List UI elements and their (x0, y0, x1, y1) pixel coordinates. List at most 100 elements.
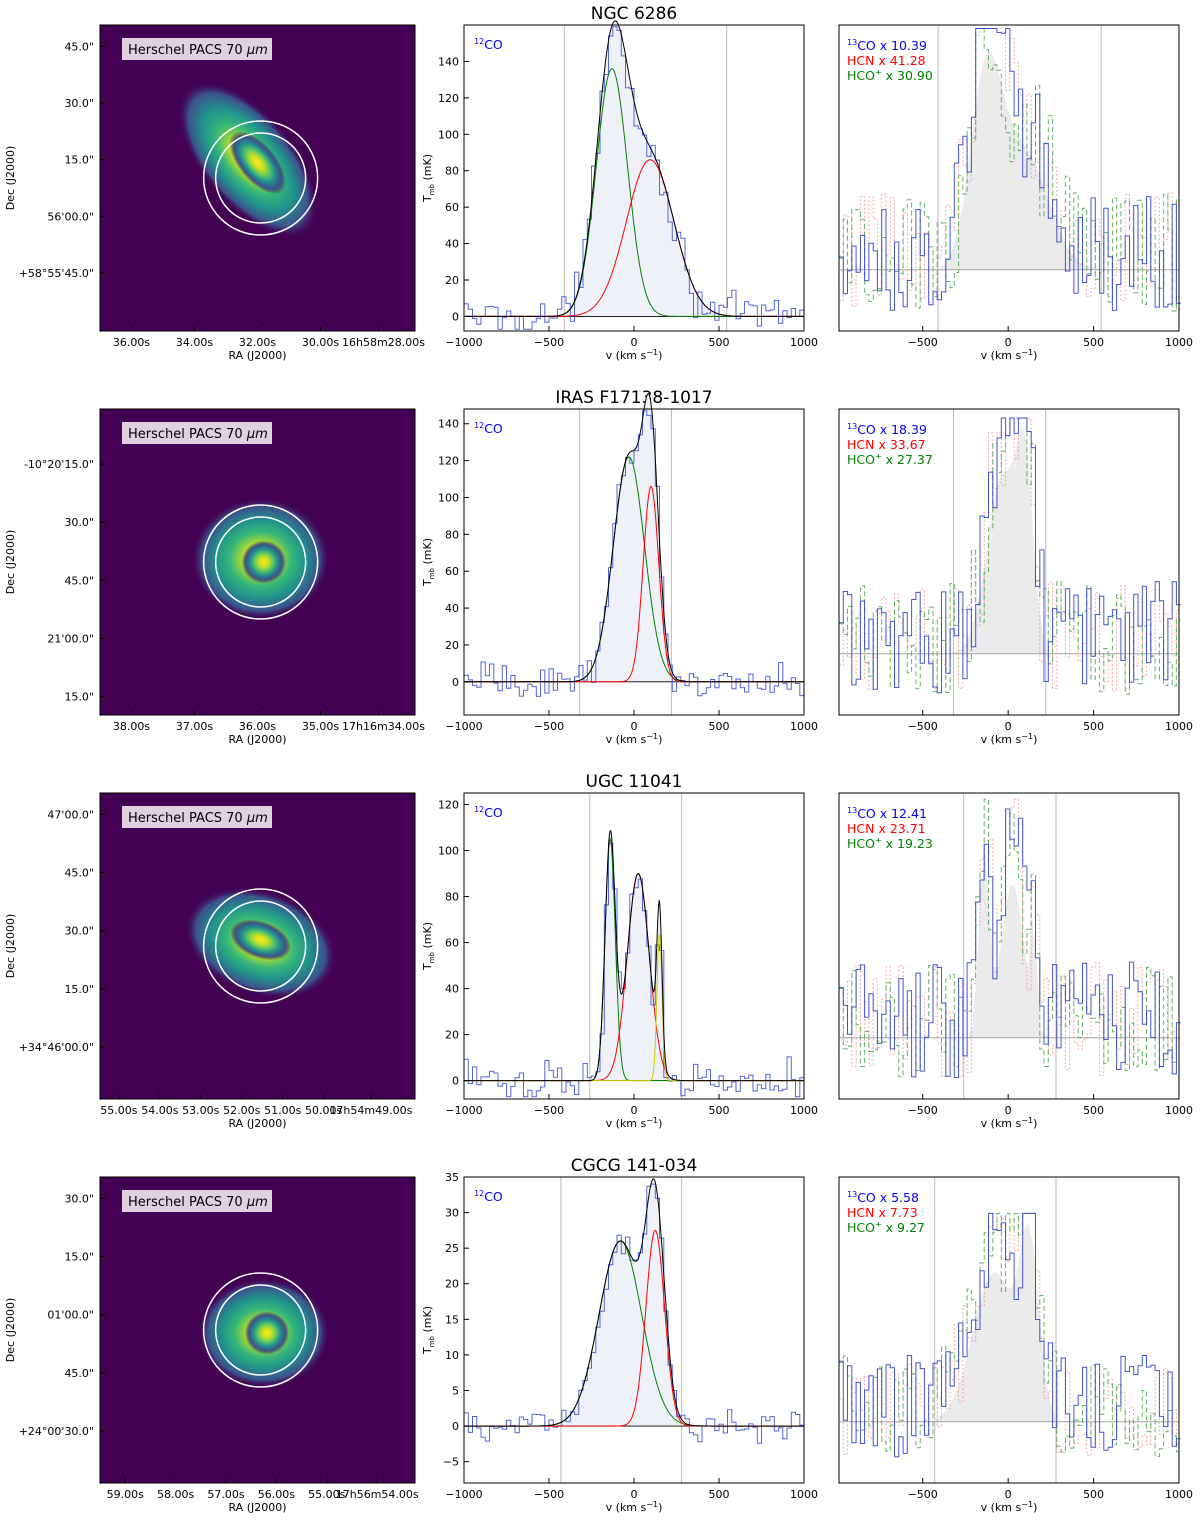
line-fill (579, 393, 672, 682)
y-tick-label: 40 (445, 602, 459, 615)
x-tick-label: −500 (534, 720, 564, 733)
ra-tick-label: 36.00s (113, 336, 150, 349)
ra-tick-label: 16h58m28.00s (342, 336, 425, 349)
dec-axis-label: Dec (J2000) (4, 914, 17, 979)
x-tick-label: −1000 (445, 1104, 482, 1117)
y-tick-label: −5 (443, 1456, 459, 1469)
dec-axis-label: Dec (J2000) (4, 1298, 17, 1363)
dec-tick-label: 56'00.0" (47, 210, 94, 223)
dec-tick-label: 30.0" (64, 97, 94, 110)
image-frame (99, 1176, 416, 1484)
hcop-trace (839, 28, 1181, 312)
y-tick-label: 10 (445, 1349, 459, 1362)
ratio-frame (838, 24, 1180, 332)
hcn-trace (839, 28, 1181, 310)
ra-tick-label: 56.00s (258, 1488, 295, 1501)
dec-tick-label: 45.0" (64, 40, 94, 53)
gaussian-total-fit (464, 392, 804, 683)
dec-tick-label: 01'00.0" (47, 1309, 94, 1322)
ratio-fill (953, 424, 1046, 654)
co12-spectrum-trace (464, 410, 804, 697)
co13-trace (839, 808, 1181, 1078)
pacs-label-box (122, 422, 272, 444)
galaxy-row: Herschel PACS 70 μm 36.00s 34.00s 32.00s 30.… (4, 4, 1193, 362)
ra-tick-label: 54.00s (141, 1104, 178, 1117)
gaussian-total-fit (464, 20, 804, 317)
galaxy-row: Herschel PACS 70 μm 38.00s 37.00s 36.00s 35.… (4, 388, 1193, 746)
x-tick-label: 1000 (1165, 1104, 1193, 1117)
line-fill (564, 20, 727, 317)
velocity-axis-label: v (km s−1) (606, 732, 663, 746)
ra-tick-label: 17h56m54.00s (336, 1488, 419, 1501)
ra-tick-label: 34.00s (176, 336, 213, 349)
galaxy-title: UGC 11041 (586, 772, 683, 792)
y-tick-label: 60 (445, 201, 459, 214)
co13-ratio-label: 13CO x 5.58 (847, 1190, 919, 1205)
dec-tick-label: 45.0" (64, 1367, 94, 1380)
ra-tick-label: 55.00s (100, 1104, 137, 1117)
x-tick-label: −500 (534, 336, 564, 349)
ratio-frame (838, 408, 1180, 716)
gaussian-total-fit (464, 1178, 804, 1427)
pacs-image-panel: Herschel PACS 70 μm 59.00s 58.00s 57.00s 56.… (4, 1176, 419, 1514)
x-tick-label: −500 (534, 1488, 564, 1501)
ra-tick-label: 50.00s (305, 1104, 342, 1117)
dec-axis-label: Dec (J2000) (4, 530, 17, 595)
ra-tick-label: 37.00s (176, 720, 213, 733)
pacs-image-panel: Herschel PACS 70 μm 55.00s 54.00s 53.00s 52.… (4, 792, 416, 1130)
dec-tick-label: +58°55'45.0" (19, 267, 94, 280)
x-tick-label: −1000 (445, 336, 482, 349)
y-tick-label: 120 (438, 455, 459, 468)
pacs-label-box (122, 806, 272, 828)
pacs-image-panel: Herschel PACS 70 μm 36.00s 34.00s 32.00s 30.… (4, 24, 425, 362)
ra-tick-label: 58.00s (157, 1488, 194, 1501)
x-tick-label: 1000 (1165, 336, 1193, 349)
y-tick-label: 0 (452, 676, 459, 689)
hcop-ratio-label: HCO+ x 9.27 (847, 1220, 925, 1235)
ra-tick-label: 38.00s (113, 720, 150, 733)
y-tick-label: 0 (452, 1420, 459, 1433)
x-tick-label: 1000 (790, 720, 818, 733)
dec-tick-label: 15.0" (64, 1251, 94, 1264)
x-tick-label: 500 (1083, 336, 1104, 349)
velocity-axis-label: v (km s−1) (981, 1500, 1038, 1514)
ra-tick-label: 36.00s (239, 720, 276, 733)
ra-axis-label: RA (J2000) (228, 349, 286, 362)
dec-axis-label: Dec (J2000) (4, 146, 17, 211)
ra-tick-label: 30.00s (302, 336, 339, 349)
hcop-ratio-label: HCO+ x 19.23 (847, 836, 933, 851)
x-tick-label: 500 (1083, 1104, 1104, 1117)
x-tick-label: 0 (1005, 1488, 1012, 1501)
ra-axis-label: RA (J2000) (228, 1117, 286, 1130)
galaxy-core (229, 131, 286, 194)
galaxy-title: IRAS F17138-1017 (555, 388, 712, 408)
x-tick-label: 0 (631, 336, 638, 349)
galaxy-core (241, 540, 286, 584)
aperture-inner (214, 516, 307, 608)
velocity-axis-label: v (km s−1) (981, 732, 1038, 746)
x-tick-label: 0 (1005, 1104, 1012, 1117)
ra-axis-label: RA (J2000) (228, 1501, 286, 1514)
aperture-outer (202, 1272, 319, 1388)
y-tick-label: 60 (445, 565, 459, 578)
co13-ratio-label: 13CO x 18.39 (847, 422, 927, 437)
pacs-label: Herschel PACS 70 μm (128, 1195, 268, 1210)
co13-trace (839, 1212, 1181, 1458)
galaxy-core (230, 919, 291, 961)
x-tick-label: 500 (709, 336, 730, 349)
dec-tick-label: 45.0" (64, 574, 94, 587)
dec-tick-label: 15.0" (64, 154, 94, 167)
y-tick-label: 120 (438, 799, 459, 812)
x-tick-label: 0 (631, 720, 638, 733)
aperture-outer (202, 888, 319, 1004)
ra-tick-label: 52.00s (223, 1104, 260, 1117)
x-tick-label: −500 (534, 1104, 564, 1117)
co12-legend: 12CO (474, 805, 503, 820)
galaxy-row: Herschel PACS 70 μm 55.00s 54.00s 53.00s 52.… (4, 772, 1193, 1130)
x-tick-label: 1000 (790, 1488, 818, 1501)
co13-trace (839, 28, 1181, 311)
ra-tick-label: 17h16m34.00s (342, 720, 425, 733)
aperture-outer (202, 504, 319, 620)
